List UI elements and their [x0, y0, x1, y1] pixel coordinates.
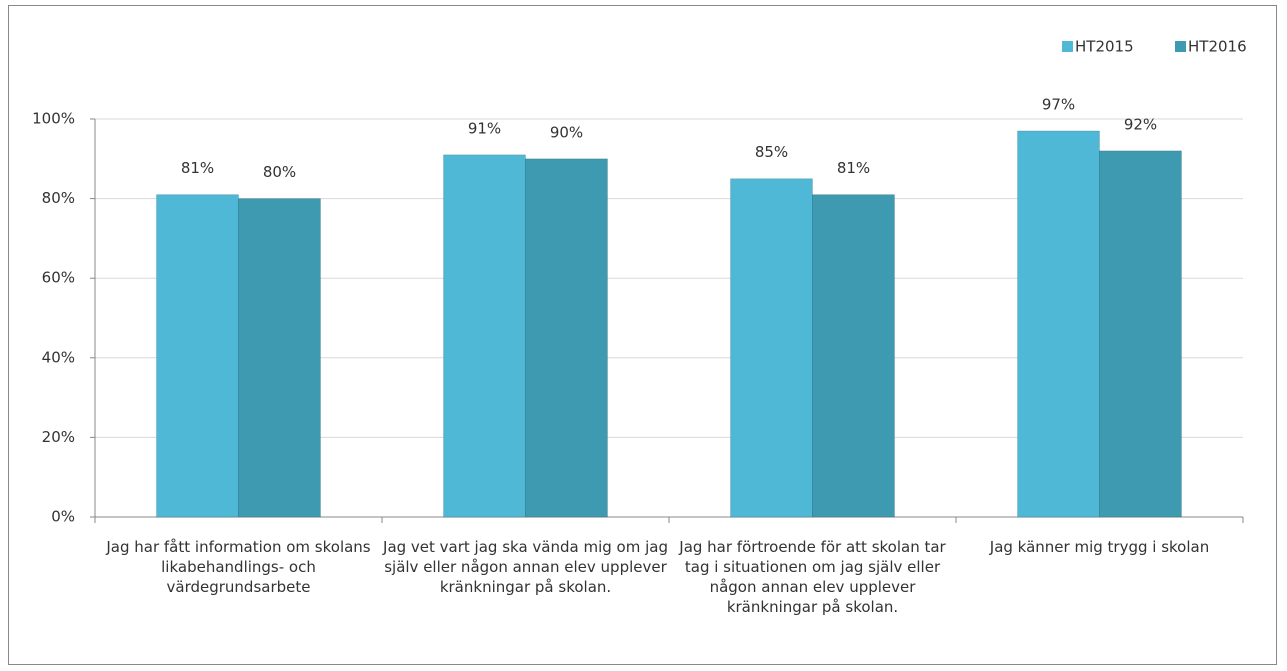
y-tick-label: 80% [42, 189, 75, 207]
bar [156, 194, 239, 518]
legend-swatch [1062, 41, 1073, 52]
legend-label: HT2015 [1075, 38, 1134, 56]
bar [238, 198, 321, 518]
bar [730, 178, 813, 518]
value-label: 81% [181, 159, 214, 177]
legend-swatch [1175, 41, 1186, 52]
bar [1017, 130, 1100, 518]
y-tick-label: 60% [42, 269, 75, 287]
bar [443, 154, 526, 518]
y-tick-label: 0% [51, 508, 75, 526]
x-tick-label: Jag har förtroende för att skolan tar ta… [679, 538, 946, 616]
bar [812, 194, 895, 518]
legend-label: HT2016 [1188, 38, 1247, 56]
x-tick-label: Jag känner mig trygg i skolan [989, 538, 1210, 556]
x-tick-label: Jag vet vart jag ska vända mig om jag sj… [383, 538, 668, 596]
y-tick-label: 100% [32, 110, 75, 128]
value-label: 85% [755, 143, 788, 161]
bar [1099, 150, 1182, 518]
y-tick-label: 20% [42, 428, 75, 446]
bar [525, 158, 608, 518]
value-label: 81% [837, 159, 870, 177]
x-tick-label: Jag har fått information om skolans lika… [106, 538, 371, 596]
y-tick-label: 40% [42, 348, 75, 366]
value-label: 90% [550, 123, 583, 141]
value-label: 80% [263, 163, 296, 181]
value-label: 97% [1042, 95, 1075, 113]
value-label: 92% [1124, 115, 1157, 133]
value-label: 91% [468, 119, 501, 137]
